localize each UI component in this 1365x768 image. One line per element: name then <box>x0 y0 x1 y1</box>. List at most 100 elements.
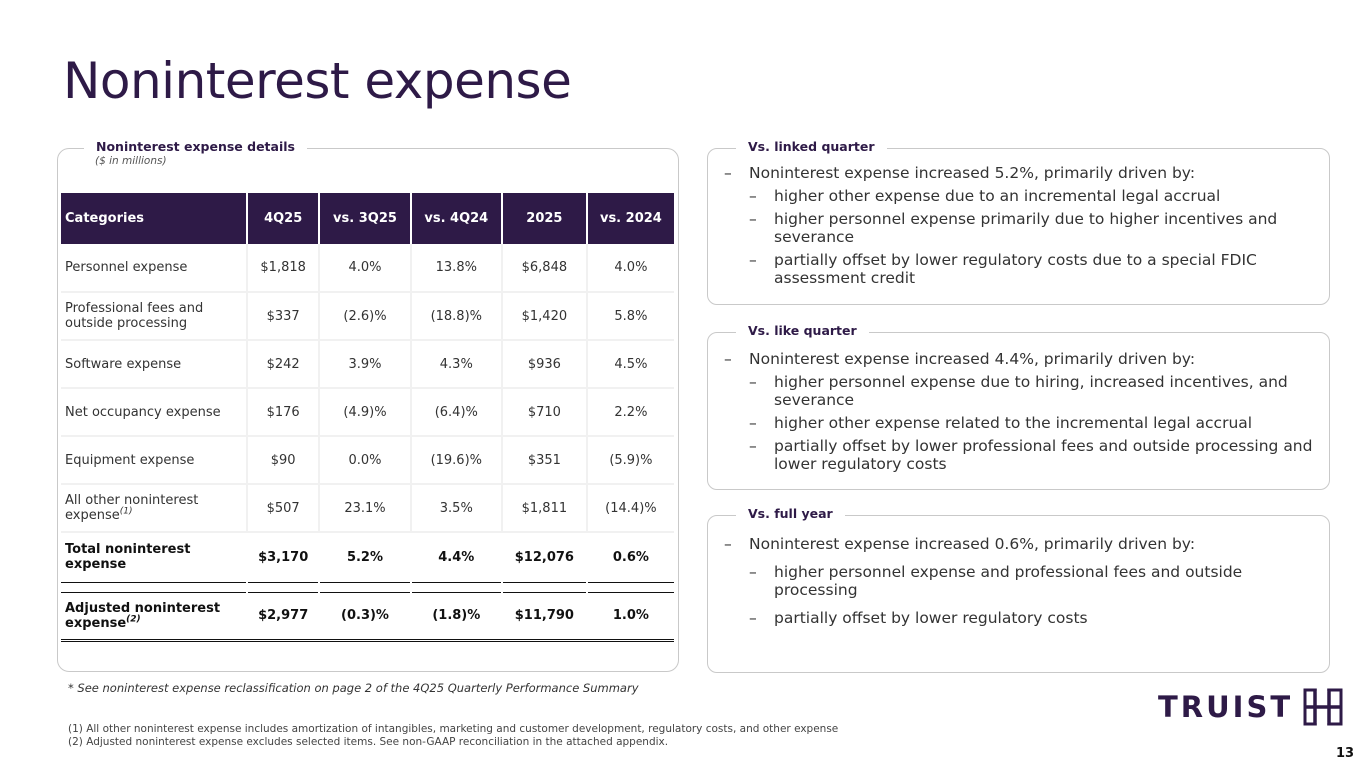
cell-value: 4.4% <box>410 531 503 583</box>
column-header: vs. 4Q24 <box>410 193 503 244</box>
truist-mark-icon <box>1303 688 1343 726</box>
full-year-panel <box>707 515 1330 673</box>
linked-quarter-heading: Vs. linked quarter <box>736 139 887 154</box>
cell-value: $507 <box>247 484 321 533</box>
cell-value: $936 <box>501 340 588 389</box>
cell-value: $1,818 <box>247 244 321 293</box>
cell-value: $2,977 <box>247 591 321 642</box>
page-number: 13 <box>1336 746 1355 761</box>
bullet-sub: – higher other expense due to an incremen… <box>724 187 1324 205</box>
cell-value: 3.5% <box>410 484 503 533</box>
cell-value: (5.9)% <box>586 436 674 485</box>
bullet-text: partially offset by lower regulatory cos… <box>774 251 1257 287</box>
row-category-label: Adjusted noninterest expense <box>65 600 221 631</box>
page-title: Noninterest expense <box>63 52 572 110</box>
row-category: Equipment expense <box>61 436 248 485</box>
cell-value: 0.0% <box>319 436 412 485</box>
cell-value: (4.9)% <box>319 388 412 437</box>
cell-value: (0.3)% <box>319 591 412 642</box>
cell-value: 5.2% <box>319 531 412 583</box>
cell-value: 4.3% <box>410 340 503 389</box>
cell-value: $337 <box>247 292 321 341</box>
bullet-text: Noninterest expense increased 0.6%, prim… <box>749 535 1196 553</box>
row-category: Software expense <box>61 340 248 389</box>
row-category-label: All other noninterest expense <box>65 493 199 523</box>
row-category: Net occupancy expense <box>61 388 248 437</box>
column-header: 2025 <box>501 193 588 244</box>
cell-value: (2.6)% <box>319 292 412 341</box>
dash-icon: – <box>749 437 757 455</box>
dash-icon: – <box>749 251 757 269</box>
bullet-sub: – higher other expense related to the inc… <box>724 414 1324 432</box>
dash-icon: – <box>749 563 757 581</box>
bullet-text: higher personnel expense due to hiring, … <box>774 373 1288 409</box>
dash-icon: – <box>724 350 732 368</box>
bullet-main: – Noninterest expense increased 5.2%, pri… <box>724 164 1324 182</box>
bullet-sub: – higher personnel expense and profession… <box>724 563 1324 599</box>
row-category: Professional fees and outside processing <box>61 292 248 341</box>
cell-value: 4.5% <box>586 340 674 389</box>
expense-table: Categories 4Q25 vs. 3Q25 vs. 4Q24 2025 v… <box>61 193 674 642</box>
spacer-row <box>61 582 674 592</box>
cell-value: 23.1% <box>319 484 412 533</box>
bullet-sub: – higher personnel expense due to hiring,… <box>724 373 1324 409</box>
cell-value: 5.8% <box>586 292 674 341</box>
dash-icon: – <box>724 164 732 182</box>
cell-value: $351 <box>501 436 588 485</box>
column-header: 4Q25 <box>247 193 321 244</box>
cell-value: $3,170 <box>247 531 321 583</box>
footnote: (1) All other noninterest expense includ… <box>68 723 839 735</box>
cell-value: $242 <box>247 340 321 389</box>
column-header: Categories <box>61 193 248 244</box>
column-header: vs. 2024 <box>586 193 674 244</box>
cell-value: 0.6% <box>586 531 674 583</box>
bullet-text: higher personnel expense primarily due t… <box>774 210 1278 246</box>
details-subheading: ($ in millions) <box>95 155 167 167</box>
cell-value: (14.4)% <box>586 484 674 533</box>
row-category: All other noninterest expense(1) <box>61 484 248 533</box>
table-row: Professional fees and outside processing… <box>61 292 674 341</box>
bullet-sub: – partially offset by lower professional … <box>724 437 1324 473</box>
cell-value: $1,420 <box>501 292 588 341</box>
like-quarter-heading: Vs. like quarter <box>736 323 869 338</box>
table-row: Personnel expense $1,818 4.0% 13.8% $6,8… <box>61 244 674 293</box>
cell-value: (19.6)% <box>410 436 503 485</box>
footnote-marker: (2) <box>126 614 141 625</box>
full-year-bullets: – Noninterest expense increased 0.6%, pri… <box>724 535 1324 627</box>
like-quarter-panel <box>707 332 1330 490</box>
bullet-text: higher personnel expense and professiona… <box>774 563 1243 599</box>
total-row: Total noninterest expense $3,170 5.2% 4.… <box>61 531 674 583</box>
cell-value: $11,790 <box>501 591 588 642</box>
footnote-marker: (1) <box>119 506 133 517</box>
table-row: Equipment expense $90 0.0% (19.6)% $351 … <box>61 436 674 485</box>
table-row: All other noninterest expense(1) $507 23… <box>61 484 674 533</box>
adjusted-row: Adjusted noninterest expense(2) $2,977 (… <box>61 591 674 642</box>
row-category: Personnel expense <box>61 244 248 293</box>
truist-logo: TRUIST <box>1158 688 1343 726</box>
logo-text: TRUIST <box>1158 690 1294 724</box>
linked-quarter-bullets: – Noninterest expense increased 5.2%, pri… <box>724 164 1324 287</box>
bullet-text: Noninterest expense increased 5.2%, prim… <box>749 164 1196 182</box>
cell-value: (6.4)% <box>410 388 503 437</box>
cell-value: $90 <box>247 436 321 485</box>
cell-value: 13.8% <box>410 244 503 293</box>
bullet-text: Noninterest expense increased 4.4%, prim… <box>749 350 1196 368</box>
bullet-sub: – partially offset by lower regulatory co… <box>724 609 1324 627</box>
details-panel <box>57 148 679 672</box>
cell-value: (18.8)% <box>410 292 503 341</box>
cell-value: $176 <box>247 388 321 437</box>
reclass-note: * See noninterest expense reclassificati… <box>68 681 639 695</box>
table-header-row: Categories 4Q25 vs. 3Q25 vs. 4Q24 2025 v… <box>61 193 674 244</box>
cell-value: $1,811 <box>501 484 588 533</box>
cell-value: 4.0% <box>319 244 412 293</box>
bullet-text: partially offset by lower professional f… <box>774 437 1313 473</box>
cell-value: 3.9% <box>319 340 412 389</box>
dash-icon: – <box>749 187 757 205</box>
linked-quarter-panel <box>707 148 1330 305</box>
bullet-main: – Noninterest expense increased 0.6%, pri… <box>724 535 1324 553</box>
dash-icon: – <box>749 414 757 432</box>
dash-icon: – <box>724 535 732 553</box>
row-category: Adjusted noninterest expense(2) <box>61 591 248 642</box>
dash-icon: – <box>749 609 757 627</box>
cell-value: 1.0% <box>586 591 674 642</box>
